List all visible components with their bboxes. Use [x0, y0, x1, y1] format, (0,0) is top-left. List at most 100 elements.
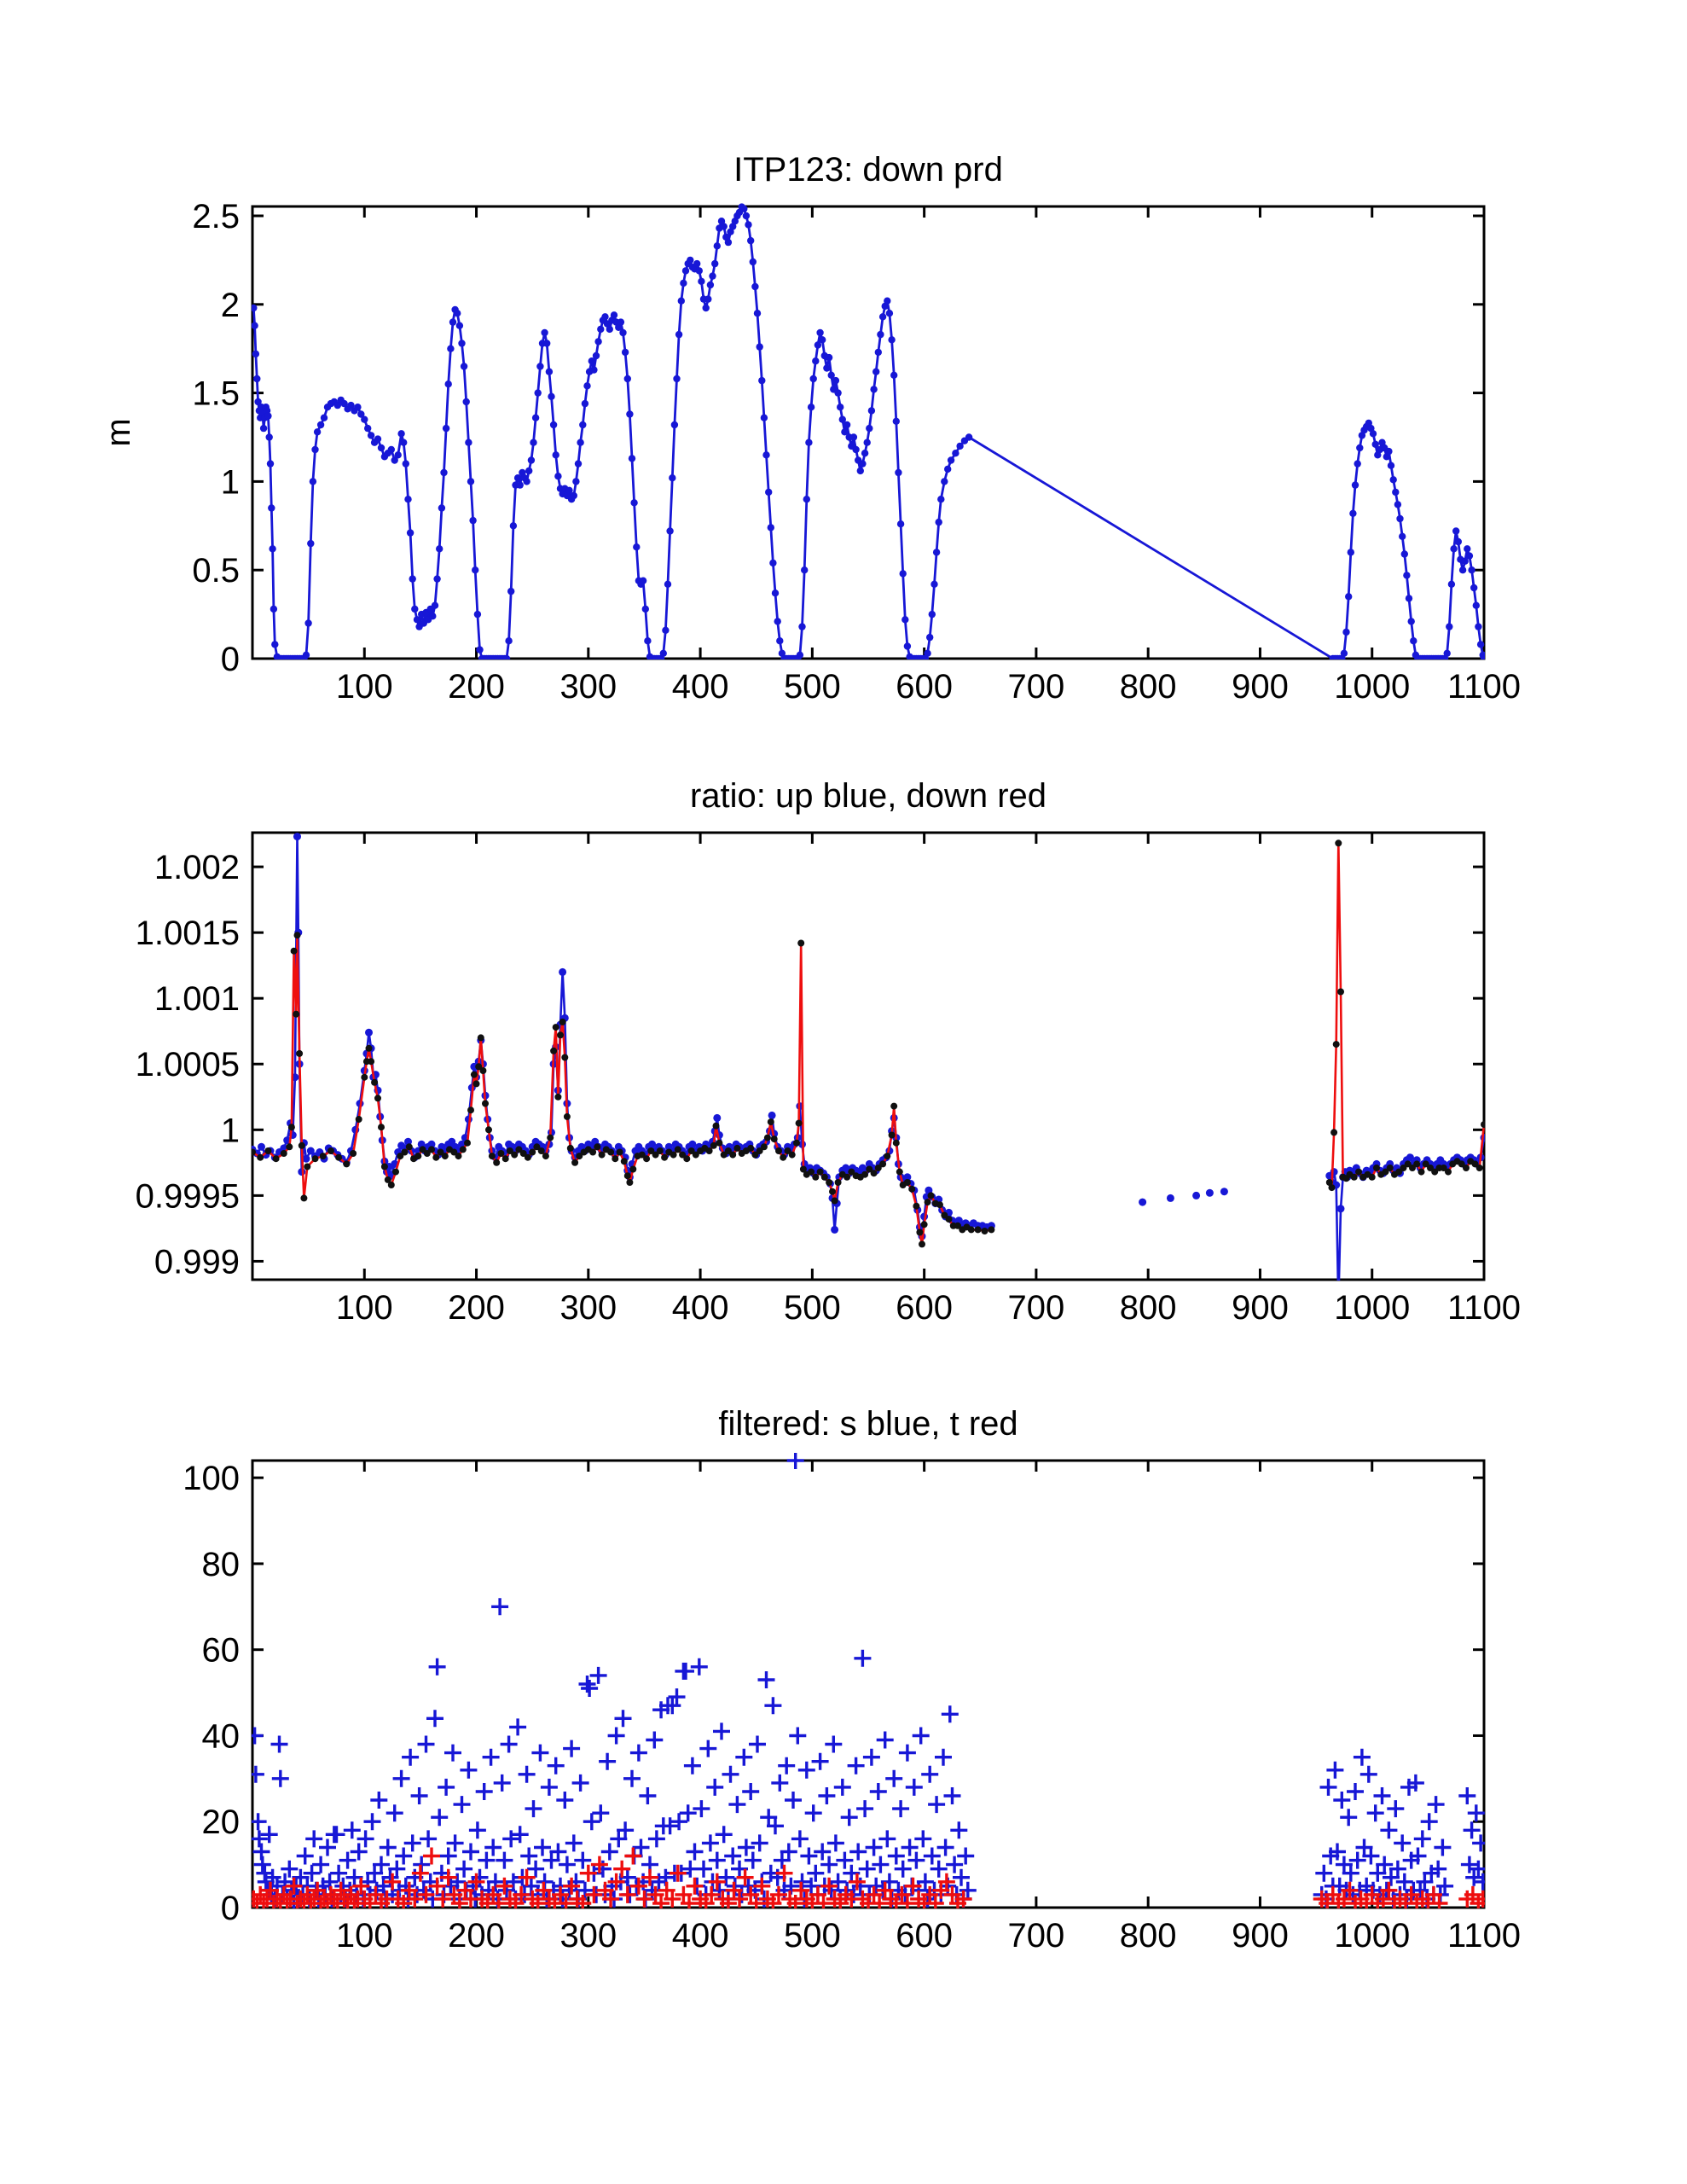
series-down-period-height-marker	[901, 616, 909, 624]
series-ratio-down-marker	[1409, 1165, 1416, 1171]
series-down-period-height-marker	[937, 496, 945, 503]
series-down-period-height-marker	[400, 439, 408, 446]
series-ratio-up-marker	[302, 1154, 310, 1163]
series-ratio-down-marker	[643, 1155, 651, 1163]
series-down-period-height-line	[252, 206, 1485, 659]
series-down-period-height-marker	[473, 610, 482, 619]
series-down-period-height-marker	[666, 527, 674, 535]
series-down-period-height-marker	[769, 559, 777, 567]
subplot-1-y-tick-label: 0	[221, 641, 240, 678]
subplot-2: 100 200 300 400 500 600 700 800 900 1000 1100 0.999…	[136, 777, 1521, 1327]
series-ratio-down-marker	[423, 1150, 431, 1157]
subplot-3-x-tick-label: 1000	[1334, 1917, 1410, 1955]
series-down-period-height-marker	[527, 456, 536, 464]
series-down-period-height-marker	[347, 401, 355, 410]
series-ratio-down-marker	[1332, 1041, 1340, 1048]
series-down-period-height-marker	[816, 328, 824, 337]
series-down-period-height-marker	[590, 366, 598, 374]
series-down-period-height-marker	[552, 451, 559, 459]
series-ratio-down-marker	[834, 1179, 842, 1186]
subplot-2-ticks	[252, 833, 1486, 1280]
series-ratio-down-marker	[311, 1155, 319, 1163]
series-ratio-down-marker	[506, 1147, 513, 1154]
subplot-1: 100 200 300 400 500 600 700 800 900 1000 1100 0 0.5 1…	[100, 151, 1521, 706]
series-ratio-down-marker	[343, 1160, 351, 1168]
series-down-period-height-marker	[433, 575, 441, 583]
series-down-period-height-marker	[952, 450, 959, 457]
series-ratio-down-marker	[264, 1147, 272, 1154]
series-ratio-down-marker	[280, 1150, 287, 1157]
series-ratio-down-marker	[829, 1188, 836, 1195]
series-down-period-height-marker	[1347, 549, 1355, 556]
series-down-period-height-marker	[583, 382, 591, 390]
series-down-period-height-marker	[374, 435, 382, 443]
subplot-2-x-tick-label: 200	[448, 1289, 505, 1327]
series-ratio-down-marker	[795, 1119, 803, 1127]
series-down-period-height-marker	[1369, 430, 1377, 438]
series-down-period-height-marker	[476, 646, 484, 653]
series-down-period-height-marker	[932, 549, 941, 556]
series-ratio-down-marker	[428, 1146, 435, 1153]
series-down-period-height-marker	[252, 322, 258, 329]
series-ratio-down-marker	[908, 1185, 916, 1193]
series-down-period-height-marker	[704, 295, 712, 303]
subplot-1-x-tick-label: 300	[559, 668, 617, 706]
series-ratio-down-marker	[848, 1168, 855, 1176]
series-down-period-height-marker	[814, 341, 822, 349]
series-ratio-down-marker	[298, 1141, 305, 1149]
subplot-1-x-tick-label: 100	[336, 668, 393, 706]
series-down-period-height-marker	[541, 328, 548, 337]
series-down-period-height-marker	[1392, 488, 1400, 497]
series-ratio-down-marker	[890, 1102, 898, 1110]
series-ratio-down-marker	[896, 1168, 903, 1176]
series-ratio-down-marker	[616, 1148, 623, 1156]
subplot-3-tick-labels: 100 200 300 400 500 600 700 800 900 1000 1100 0 20 40…	[183, 1460, 1521, 1955]
series-down-period-height-marker	[1472, 601, 1481, 609]
subplot-3-x-tick-label: 300	[559, 1917, 617, 1955]
series-down-period-height-marker	[706, 281, 715, 289]
series-down-period-height-marker	[509, 522, 518, 530]
subplot-2-y-tick-label: 1.002	[154, 849, 240, 886]
subplot-3-x-tick-label: 500	[784, 1917, 841, 1955]
series-down-period-height-marker	[856, 467, 864, 475]
series-down-period-height-marker	[677, 297, 685, 305]
series-down-period-height-marker	[1374, 451, 1382, 459]
series-ratio-down-marker	[797, 939, 805, 947]
series-down-period-height-marker	[472, 566, 479, 574]
series-down-period-height-marker	[680, 279, 687, 288]
subplot-3-y-tick-label: 40	[202, 1717, 241, 1755]
subplot-1-y-tick-label: 1.5	[192, 375, 240, 413]
series-ratio-down-marker	[620, 1158, 628, 1165]
subplot-2-y-tick-label: 1	[221, 1112, 240, 1149]
series-down-period-height-marker	[606, 325, 613, 334]
series-ratio-down-marker	[913, 1202, 920, 1210]
subplot-2-x-tick-label: 300	[559, 1289, 617, 1327]
series-down-period-height-marker	[670, 421, 679, 429]
series-ratio-down-marker	[1335, 839, 1342, 847]
series-ratio-down-marker	[350, 1150, 357, 1157]
series-ratio-down	[252, 839, 1485, 1248]
series-down-period-height-marker	[545, 368, 554, 375]
series-ratio-down-marker	[756, 1147, 763, 1154]
series-down-period-height	[252, 203, 1485, 659]
subplot-1-x-tick-label: 200	[448, 668, 505, 706]
series-down-period-height-marker	[525, 467, 533, 475]
series-ratio-down-marker	[652, 1151, 659, 1159]
subplot-3-ticks	[252, 1461, 1486, 1909]
series-ratio-down-marker	[519, 1150, 527, 1157]
series-ratio-down-marker	[763, 1134, 771, 1141]
series-down-period-height-marker	[724, 238, 733, 247]
series-down-period-height-marker	[885, 310, 894, 317]
subplot-2-x-tick-label: 600	[896, 1289, 953, 1327]
series-ratio-down-marker	[300, 1194, 308, 1202]
subplot-3-x-tick-label: 1100	[1447, 1917, 1521, 1955]
series-down-period-height-marker	[947, 456, 955, 464]
series-ratio-down-marker	[1325, 1179, 1333, 1186]
subplot-3-y-tick-label: 60	[202, 1632, 241, 1670]
series-down-period-height-marker	[1475, 623, 1482, 630]
series-down-period-height-marker	[429, 613, 437, 620]
subplot-2-y-tick-label: 1.0015	[136, 915, 240, 952]
series-ratio-down-marker	[919, 1240, 925, 1248]
series-ratio-up-marker	[1192, 1191, 1201, 1199]
series-down-period-height-marker	[713, 242, 721, 250]
